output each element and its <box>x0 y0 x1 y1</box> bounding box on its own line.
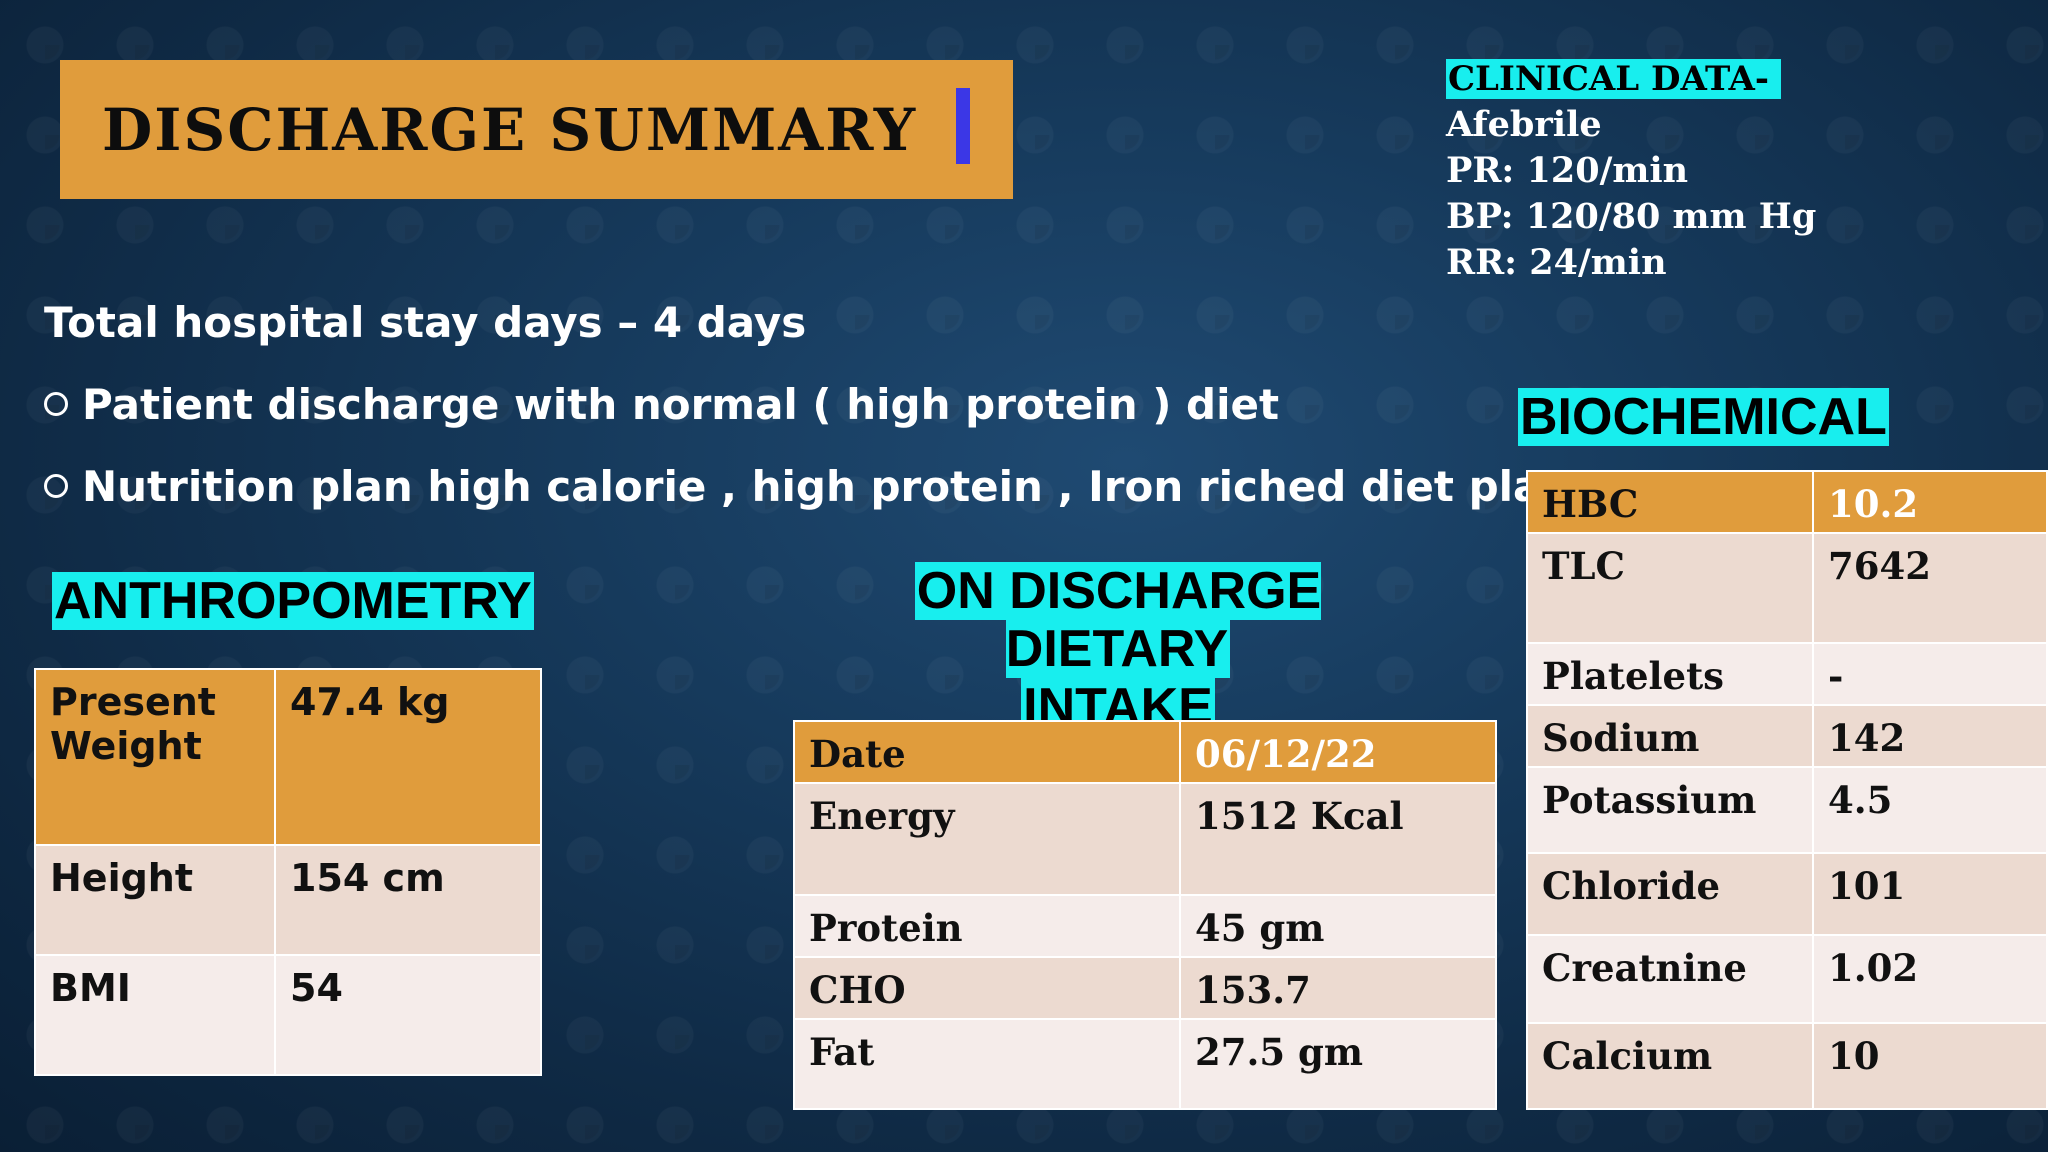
table-cell-label: CHO <box>793 956 1181 1020</box>
anthropometry-heading-text: ANTHROPOMETRY <box>52 572 534 630</box>
bullet-item: Nutrition plan high calorie , high prote… <box>44 462 1571 511</box>
clinical-line: RR: 24/min <box>1446 242 1667 283</box>
table-cell-value: 101 <box>1812 852 2048 936</box>
table-cell-value: 06/12/22 <box>1179 720 1497 784</box>
table-cell-value: 1512 Kcal <box>1179 782 1497 896</box>
table-cell-value: 1.02 <box>1812 934 2048 1024</box>
table-cell-value: 7642 <box>1812 532 2048 644</box>
page-title: DISCHARGE SUMMARY <box>102 96 918 164</box>
table-cell-label: Sodium <box>1526 704 1814 768</box>
table-cell-label: Potassium <box>1526 766 1814 854</box>
table-row: Calcium 10 <box>1526 1022 2048 1110</box>
table-row: Sodium 142 <box>1526 704 2048 768</box>
table-row: Protein 45 gm <box>793 894 1497 958</box>
clinical-heading: CLINICAL DATA- <box>1446 59 1781 99</box>
table-cell-label: Platelets <box>1526 642 1814 706</box>
dietary-heading: ON DISCHARGE DIETARY INTAKE <box>798 562 1438 736</box>
dietary-heading-line1: ON DISCHARGE DIETARY <box>914 562 1322 678</box>
table-cell-label: Date <box>793 720 1181 784</box>
table-cell-label: Present Weight <box>34 668 276 846</box>
bullet-text: Patient discharge with normal ( high pro… <box>82 380 1280 429</box>
table-row: Platelets - <box>1526 642 2048 706</box>
table-cell-value: 54 <box>274 954 542 1076</box>
biochemical-heading: BIOCHEMICAL <box>1518 388 1889 446</box>
clinical-line: Afebrile <box>1446 104 1602 145</box>
table-row: Chloride 101 <box>1526 852 2048 936</box>
hospital-stay: Total hospital stay days – 4 days <box>44 298 807 347</box>
table-cell-value: 153.7 <box>1179 956 1497 1020</box>
table-cell-label: BMI <box>34 954 276 1076</box>
clinical-line: PR: 120/min <box>1446 150 1689 191</box>
table-cell-value: 47.4 kg <box>274 668 542 846</box>
table-row: Potassium 4.5 <box>1526 766 2048 854</box>
table-row: HBC 10.2 <box>1526 470 2048 534</box>
table-row: CHO 153.7 <box>793 956 1497 1020</box>
clinical-line: BP: 120/80 mm Hg <box>1446 196 1817 237</box>
dietary-table: Date 06/12/22 Energy 1512 Kcal Protein 4… <box>793 720 1497 1110</box>
table-row: Creatnine 1.02 <box>1526 934 2048 1024</box>
table-row: Present Weight 47.4 kg <box>34 668 542 846</box>
bullet-circle-icon <box>44 473 68 498</box>
table-row: Height 154 cm <box>34 844 542 956</box>
table-cell-value: 45 gm <box>1179 894 1497 958</box>
table-cell-label: Creatnine <box>1526 934 1814 1024</box>
bullet-circle-icon <box>44 391 68 416</box>
anthropometry-table: Present Weight 47.4 kg Height 154 cm BMI… <box>34 668 542 1076</box>
table-cell-value: 4.5 <box>1812 766 2048 854</box>
table-row: BMI 54 <box>34 954 542 1076</box>
table-row: Fat 27.5 gm <box>793 1018 1497 1110</box>
table-cell-value: 10 <box>1812 1022 2048 1110</box>
table-cell-label: Protein <box>793 894 1181 958</box>
table-cell-value: - <box>1812 642 2048 706</box>
text-cursor <box>956 88 970 164</box>
table-cell-value: 154 cm <box>274 844 542 956</box>
bullet-item: Patient discharge with normal ( high pro… <box>44 380 1279 429</box>
clinical-data: CLINICAL DATA- Afebrile PR: 120/min BP: … <box>1446 56 1816 286</box>
table-row: Energy 1512 Kcal <box>793 782 1497 896</box>
table-cell-value: 27.5 gm <box>1179 1018 1497 1110</box>
table-row: Date 06/12/22 <box>793 720 1497 784</box>
table-cell-label: TLC <box>1526 532 1814 644</box>
biochemical-heading-text: BIOCHEMICAL <box>1518 388 1889 446</box>
table-cell-value: 10.2 <box>1812 470 2048 534</box>
title-box[interactable]: DISCHARGE SUMMARY <box>60 60 1013 199</box>
table-cell-label: Fat <box>793 1018 1181 1110</box>
table-cell-label: Calcium <box>1526 1022 1814 1110</box>
table-cell-label: Chloride <box>1526 852 1814 936</box>
table-cell-label: HBC <box>1526 470 1814 534</box>
table-row: TLC 7642 <box>1526 532 2048 644</box>
anthropometry-heading: ANTHROPOMETRY <box>52 572 534 630</box>
table-cell-label: Energy <box>793 782 1181 896</box>
table-cell-label: Height <box>34 844 276 956</box>
biochemical-table: HBC 10.2 TLC 7642 Platelets - Sodium 142… <box>1526 470 2048 1110</box>
table-cell-value: 142 <box>1812 704 2048 768</box>
bullet-text: Nutrition plan high calorie , high prote… <box>82 462 1572 511</box>
